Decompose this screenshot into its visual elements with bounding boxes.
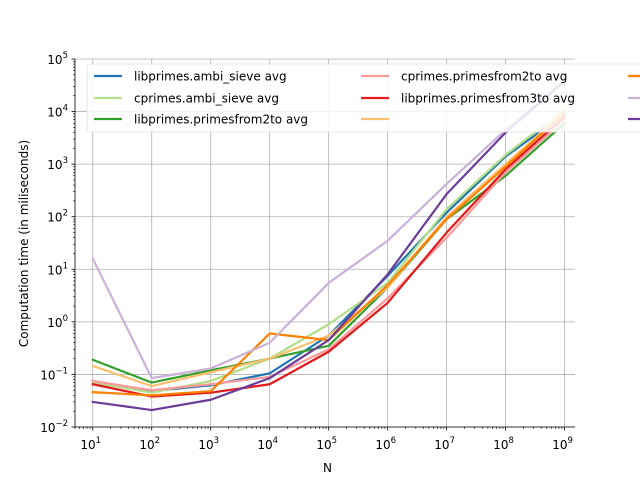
legend-label: cprimes.ambi_sieve avg bbox=[134, 92, 279, 106]
x-tick-label: 105 bbox=[316, 436, 337, 452]
x-tick-label: 109 bbox=[552, 436, 573, 452]
series-line-4 bbox=[91, 118, 567, 392]
y-tick-label: 105 bbox=[47, 51, 68, 67]
series-line-5 bbox=[91, 115, 567, 398]
y-tick-label: 104 bbox=[47, 104, 68, 120]
legend-label: libprimes.ambi_sieve avg bbox=[134, 70, 287, 84]
y-tick-label: 103 bbox=[47, 156, 68, 172]
y-axis-label: Computation time (in miliseconds) bbox=[17, 140, 31, 347]
y-tick-label: 101 bbox=[47, 261, 68, 277]
x-tick-label: 102 bbox=[139, 436, 160, 452]
x-tick-label: 104 bbox=[257, 436, 278, 452]
series-line-6 bbox=[91, 110, 567, 388]
x-tick-label: 107 bbox=[434, 436, 455, 452]
series-lines bbox=[91, 78, 567, 412]
axes bbox=[71, 58, 575, 431]
y-tick-label: 10−1 bbox=[40, 366, 68, 382]
x-tick-label: 103 bbox=[198, 436, 219, 452]
y-tick-label: 10−2 bbox=[40, 419, 68, 435]
y-tick-labels: 10−2 10−1 100 101 102 103 104 105 bbox=[40, 51, 68, 435]
x-tick-label: 108 bbox=[493, 436, 514, 452]
y-tick-label: 100 bbox=[47, 314, 68, 330]
x-tick-label: 106 bbox=[375, 436, 396, 452]
series-line-8 bbox=[91, 78, 567, 380]
y-tick-label: 102 bbox=[47, 209, 68, 225]
legend: libprimes.ambi_sieve avg cprimes.ambi_sie… bbox=[86, 63, 640, 133]
legend-label: libprimes.primesfrom3to avg bbox=[401, 92, 575, 106]
series-line-9 bbox=[91, 79, 567, 412]
x-tick-labels: 101 102 103 104 105 106 107 108 109 bbox=[80, 436, 573, 452]
x-axis-label: N bbox=[323, 461, 332, 475]
legend-label: libprimes.primesfrom2to avg bbox=[134, 113, 308, 127]
legend-label: cprimes.primesfrom2to avg bbox=[401, 70, 567, 84]
x-tick-label: 101 bbox=[80, 436, 101, 452]
